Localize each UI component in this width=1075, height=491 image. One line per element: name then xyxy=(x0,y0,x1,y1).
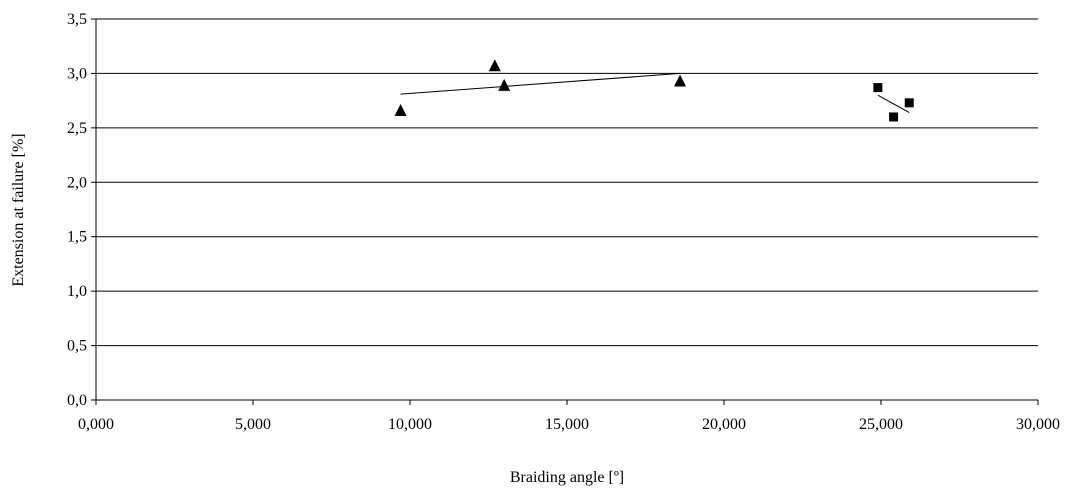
x-axis-ticks: 0,000 5,000 10,000 15,000 20,000 25,000 30,000 xyxy=(78,400,1060,433)
y-axis-title: Extension at failure [%] xyxy=(10,133,27,286)
point-triangle-3 xyxy=(674,74,687,87)
gridlines xyxy=(96,18,1038,347)
trendline-series-1 xyxy=(877,94,910,114)
axes xyxy=(95,19,1038,401)
trendlines xyxy=(400,72,910,114)
x-tick-label: 15,000 xyxy=(545,416,589,433)
x-tick-label: 5,000 xyxy=(235,416,271,433)
data-points xyxy=(394,59,914,122)
x-tick-label: 0,000 xyxy=(78,416,114,433)
x-tick-label: 30,000 xyxy=(1016,416,1060,433)
point-square-1 xyxy=(889,112,899,122)
y-tick-label: 3,0 xyxy=(67,65,87,82)
y-tick-label: 2,0 xyxy=(67,174,87,191)
point-triangle-0 xyxy=(394,103,407,116)
y-tick-label: 0,0 xyxy=(67,392,87,409)
y-axis-ticks: 0,0 0,5 1,0 1,5 2,0 2,5 3,0 3,5 xyxy=(67,11,96,409)
y-tick-label: 0,5 xyxy=(67,338,87,355)
point-square-2 xyxy=(904,98,914,108)
x-tick-label: 25,000 xyxy=(859,416,903,433)
point-triangle-2 xyxy=(498,78,511,91)
x-tick-label: 10,000 xyxy=(388,416,432,433)
y-tick-label: 1,5 xyxy=(67,229,87,246)
x-tick-label: 20,000 xyxy=(702,416,746,433)
y-tick-label: 3,5 xyxy=(67,11,87,28)
y-tick-label: 2,5 xyxy=(67,120,87,137)
y-tick-label: 1,0 xyxy=(67,283,87,300)
point-triangle-1 xyxy=(488,59,501,72)
trendline-series-0 xyxy=(400,72,681,95)
x-axis-title: Braiding angle [º] xyxy=(510,469,624,486)
point-square-0 xyxy=(873,83,883,93)
